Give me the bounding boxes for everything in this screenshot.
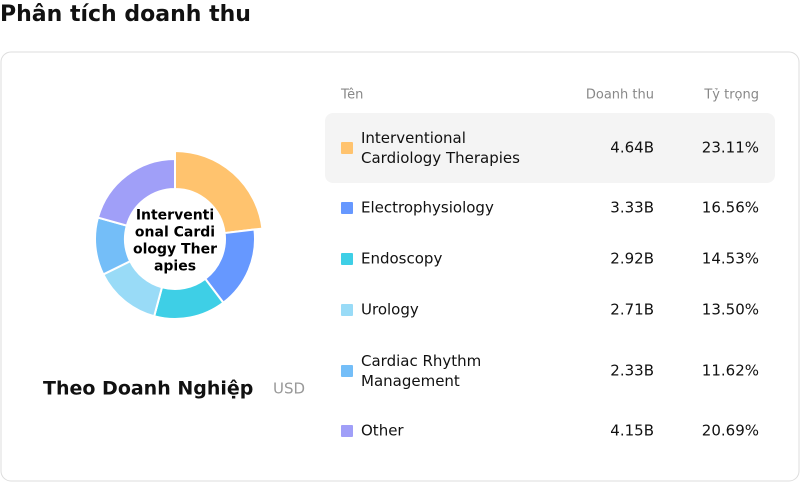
row-share: 20.69% — [702, 422, 759, 440]
row-share: 13.50% — [702, 301, 759, 319]
row-name: Electrophysiology — [361, 199, 494, 217]
page-title: Phân tích doanh thu — [0, 2, 251, 27]
row-name: Other — [361, 422, 404, 440]
chart-subtitle: Theo Doanh Nghiệp — [43, 378, 253, 400]
legend-swatch — [341, 253, 353, 265]
row-revenue: 4.64B — [610, 139, 654, 157]
row-share: 11.62% — [702, 362, 759, 380]
row-revenue: 2.71B — [610, 301, 654, 319]
row-highlight — [325, 113, 775, 183]
legend-swatch — [341, 365, 353, 377]
row-name: Urology — [361, 301, 419, 319]
row-name: Endoscopy — [361, 250, 442, 268]
row-share: 14.53% — [702, 250, 759, 268]
legend-swatch — [341, 142, 353, 154]
column-header: Doanh thu — [586, 88, 654, 103]
donut-center-label: Interventi onal Cardi ology Ther apies — [133, 208, 217, 275]
legend-swatch — [341, 304, 353, 316]
row-share: 16.56% — [702, 199, 759, 217]
row-name: Cardiac Rhythm Management — [361, 352, 481, 390]
row-revenue: 4.15B — [610, 422, 654, 440]
donut-segment — [174, 149, 264, 235]
legend-swatch — [341, 425, 353, 437]
row-name: Interventional Cardiology Therapies — [361, 129, 520, 167]
row-revenue: 2.33B — [610, 362, 654, 380]
column-header: Tỷ trọng — [703, 88, 759, 103]
row-revenue: 3.33B — [610, 199, 654, 217]
column-header: Tên — [340, 88, 363, 103]
legend-swatch — [341, 202, 353, 214]
row-revenue: 2.92B — [610, 250, 654, 268]
donut-segment — [96, 157, 176, 227]
unit: USD — [273, 380, 305, 398]
row-share: 23.11% — [702, 139, 759, 157]
